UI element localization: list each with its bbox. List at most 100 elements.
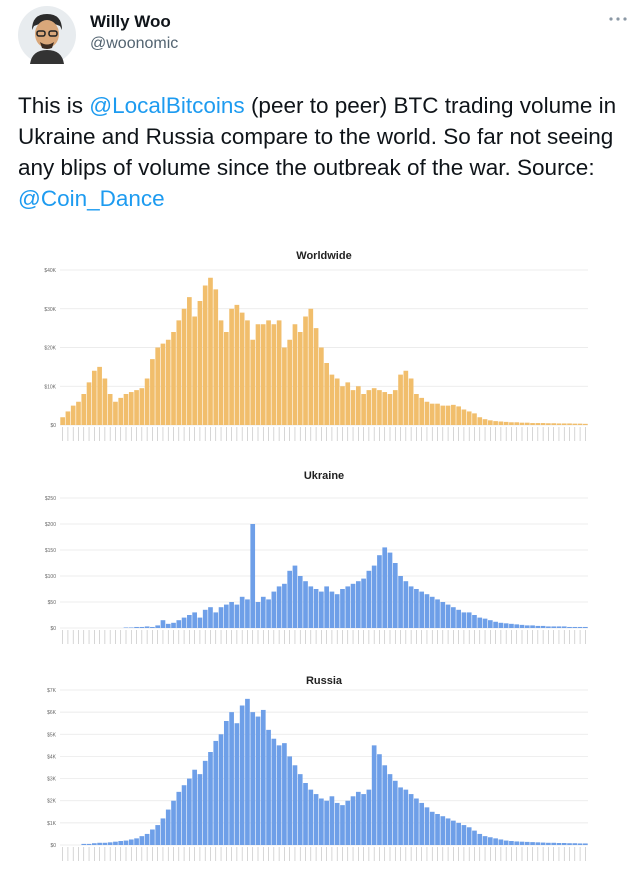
bar	[144, 833, 150, 845]
bar	[340, 805, 345, 845]
bar	[387, 774, 393, 845]
bar	[292, 324, 298, 425]
bar	[297, 774, 303, 845]
y-tick-label: $30K	[44, 307, 56, 313]
bar	[556, 423, 562, 425]
bar	[355, 791, 361, 845]
bar	[377, 754, 382, 845]
bar	[577, 626, 583, 628]
y-tick-label: $100	[45, 574, 56, 580]
author-handle[interactable]: @woonomic	[90, 35, 179, 52]
bar	[371, 388, 377, 425]
bar	[70, 405, 76, 425]
bar	[197, 774, 203, 845]
bar	[435, 403, 440, 425]
bar	[282, 583, 287, 628]
bar	[313, 589, 319, 628]
bar	[403, 370, 409, 425]
bar	[65, 411, 71, 425]
bar	[176, 791, 182, 845]
bar	[355, 581, 361, 628]
bar	[561, 626, 567, 628]
bar	[255, 716, 261, 845]
mention-link[interactable]: @LocalBitcoins	[89, 93, 245, 118]
bar	[456, 822, 461, 845]
bar	[197, 301, 203, 425]
bar	[319, 798, 324, 845]
bar	[519, 422, 525, 425]
mention-link[interactable]: @Coin_Dance	[18, 186, 165, 211]
bar	[535, 625, 541, 628]
bar	[102, 378, 108, 425]
bar	[303, 783, 308, 845]
bar	[239, 312, 245, 425]
bar	[171, 332, 176, 425]
bar	[276, 586, 282, 628]
bar	[218, 320, 224, 425]
bar	[456, 406, 461, 425]
bar	[181, 308, 187, 425]
y-tick-label: $6K	[47, 710, 57, 716]
bar	[371, 565, 377, 628]
bar	[477, 617, 483, 628]
bar	[519, 624, 525, 628]
bar	[572, 843, 578, 845]
bar	[461, 612, 467, 628]
bar	[134, 390, 139, 425]
author-name[interactable]: Willy Woo	[90, 12, 171, 31]
bar	[187, 297, 192, 425]
bar	[86, 843, 92, 845]
bar	[387, 552, 393, 628]
bar	[350, 390, 356, 425]
bar	[577, 843, 583, 845]
bar	[171, 800, 176, 845]
bar	[366, 390, 372, 425]
bar	[266, 320, 271, 425]
bar	[451, 607, 456, 628]
bar	[187, 615, 192, 628]
bar	[218, 734, 224, 845]
bar	[382, 765, 388, 845]
y-tick-label: $40K	[44, 268, 56, 274]
bar	[308, 789, 314, 845]
bar	[403, 581, 409, 628]
bar	[239, 705, 245, 845]
bar	[176, 320, 182, 425]
bar	[514, 841, 520, 845]
bar	[297, 332, 303, 425]
bar	[498, 421, 504, 425]
bar	[81, 843, 87, 845]
bar	[150, 829, 155, 845]
y-tick-label: $4K	[47, 754, 57, 760]
bar	[403, 789, 409, 845]
bar	[234, 723, 240, 845]
bar	[324, 363, 329, 425]
bar	[250, 712, 256, 845]
bar	[292, 565, 298, 628]
bar	[355, 386, 361, 425]
bar	[345, 382, 351, 425]
bar	[509, 623, 514, 628]
more-button[interactable]	[608, 16, 628, 22]
avatar[interactable]	[18, 6, 76, 64]
bar	[155, 347, 161, 425]
bar	[577, 423, 583, 425]
bar	[287, 570, 293, 628]
bar	[424, 594, 430, 628]
bar	[503, 421, 509, 425]
bar	[266, 599, 271, 628]
bar	[583, 423, 588, 425]
bar	[260, 709, 266, 845]
y-tick-label: $5K	[47, 732, 57, 738]
bar	[466, 612, 472, 628]
y-tick-label: $1K	[47, 821, 57, 827]
bar	[181, 617, 187, 628]
bar	[271, 738, 277, 845]
bar	[429, 596, 435, 628]
bar	[440, 405, 446, 425]
bar	[414, 798, 419, 845]
bar	[276, 320, 282, 425]
bar	[60, 417, 65, 425]
bar	[102, 842, 108, 845]
